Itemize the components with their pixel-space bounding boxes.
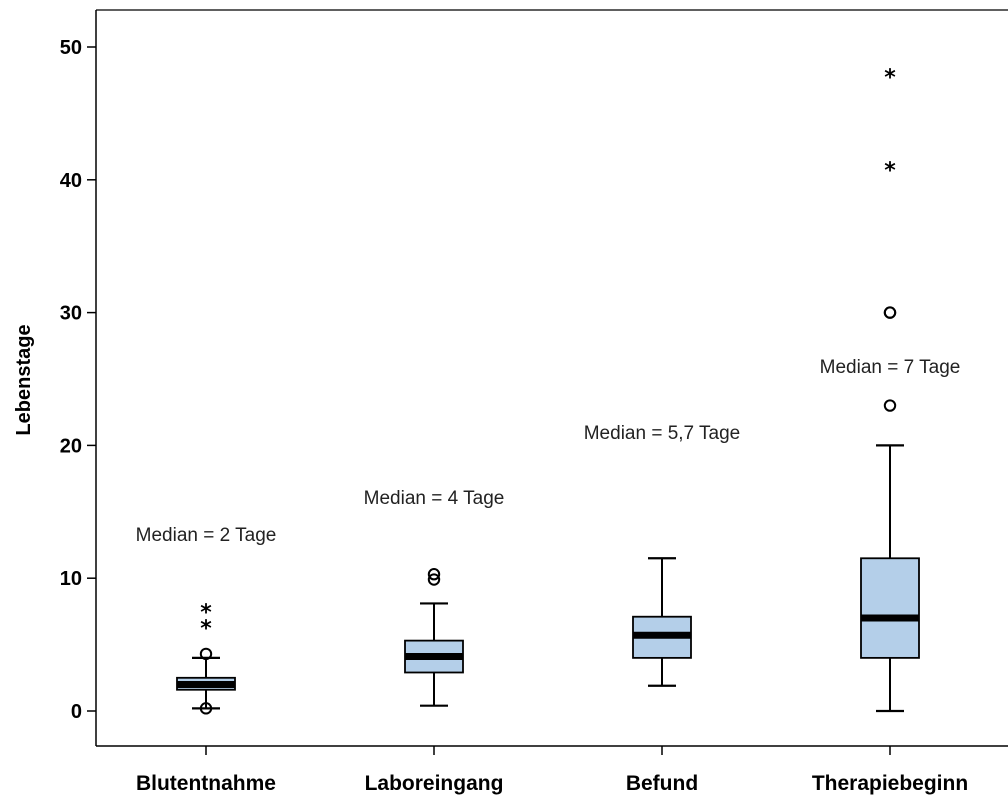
median-annotation: Median = 7 Tage [820,357,961,378]
x-tick-label: Befund [626,772,698,795]
box-group-therapiebeginn: * * Median = 7 Tage [820,66,961,713]
extreme-point: * [200,601,212,626]
plot-frame [95,9,1008,747]
median-annotation: Median = 2 Tage [136,525,277,546]
y-tick-label: 10 [60,568,82,590]
y-tick-label: 50 [60,37,82,59]
outlier-point [199,647,213,661]
y-axis-title: Lebenstage [13,324,35,435]
outlier-point [883,399,897,412]
y-tick-label: 40 [60,170,82,192]
median-annotation: Median = 5,7 Tage [584,423,741,444]
extreme-point: * [200,617,212,642]
extreme-point: * [884,159,896,184]
box-group-befund: Median = 5,7 Tage [584,423,741,687]
iqr-box [860,557,920,659]
outlier-point [883,306,897,319]
x-tick-label: Therapiebeginn [812,772,968,795]
median-annotation: Median = 4 Tage [364,488,505,509]
box-group-blutentnahme: ** Median = 2 Tage [136,525,277,715]
outlier-point [199,702,213,715]
outlier-point [427,568,441,581]
box-group-laboreingang: Median = 4 Tage [364,488,505,707]
extreme-point: * [884,66,896,91]
y-tick-label: 20 [60,435,82,457]
outlier-point [427,573,441,586]
x-tick-label: Laboreingang [365,772,504,795]
y-tick-label: 0 [71,701,82,723]
y-axis-ticks: 0 10 20 30 40 50 [60,37,96,723]
y-tick-label: 30 [60,303,82,325]
x-tick-label: Blutentnahme [136,772,276,795]
x-axis-ticks: Blutentnahme Laboreingang Befund Therapiebe… [136,746,968,795]
